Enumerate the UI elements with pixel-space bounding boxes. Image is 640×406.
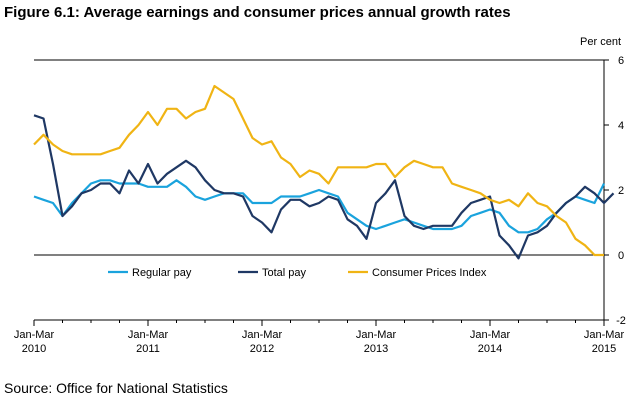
series-line-consumer-prices-index <box>33 84 604 257</box>
x-tick-label-year: 2012 <box>250 343 274 355</box>
x-tick-label-month: Jan-Mar <box>128 329 169 341</box>
legend-label-total-pay: Total pay <box>262 267 307 279</box>
x-tick-label-month: Jan-Mar <box>356 329 397 341</box>
source-note: Source: Office for National Statistics <box>4 380 228 396</box>
y-tick-label: 2 <box>618 185 624 197</box>
y-tick-label: 0 <box>618 250 624 262</box>
chart-title: Figure 6.1: Average earnings and consume… <box>4 4 511 21</box>
x-tick-label-month: Jan-Mar <box>14 329 55 341</box>
x-tick-label-month: Jan-Mar <box>584 329 625 341</box>
y-axis-unit-label: Per cent <box>580 36 621 48</box>
x-tick-label-year: 2014 <box>478 343 502 355</box>
axes: -2 0 2 4 6 Jan-Mar 2010 Jan-Mar 2011 Jan-Mar 2012 J… <box>14 55 626 355</box>
legend-label-consumer-prices-index: Consumer Prices Index <box>372 267 487 279</box>
x-tick-label-year: 2013 <box>364 343 388 355</box>
legend-label-regular-pay: Regular pay <box>132 267 192 279</box>
x-tick-label-month: Jan-Mar <box>470 329 511 341</box>
y-tick-label: 6 <box>618 55 624 67</box>
x-tick-label-month: Jan-Mar <box>242 329 283 341</box>
legend: Regular pay Total pay Consumer Prices Inde… <box>108 267 487 279</box>
x-tick-label-year: 2010 <box>22 343 46 355</box>
series-line-total-pay <box>33 114 615 260</box>
x-tick-label-year: 2015 <box>592 343 616 355</box>
series-lines <box>33 84 615 260</box>
x-tick-label-year: 2011 <box>136 343 160 355</box>
y-tick-label: 4 <box>618 120 624 132</box>
y-tick-label: -2 <box>616 315 626 327</box>
series-line-regular-pay <box>33 179 605 234</box>
